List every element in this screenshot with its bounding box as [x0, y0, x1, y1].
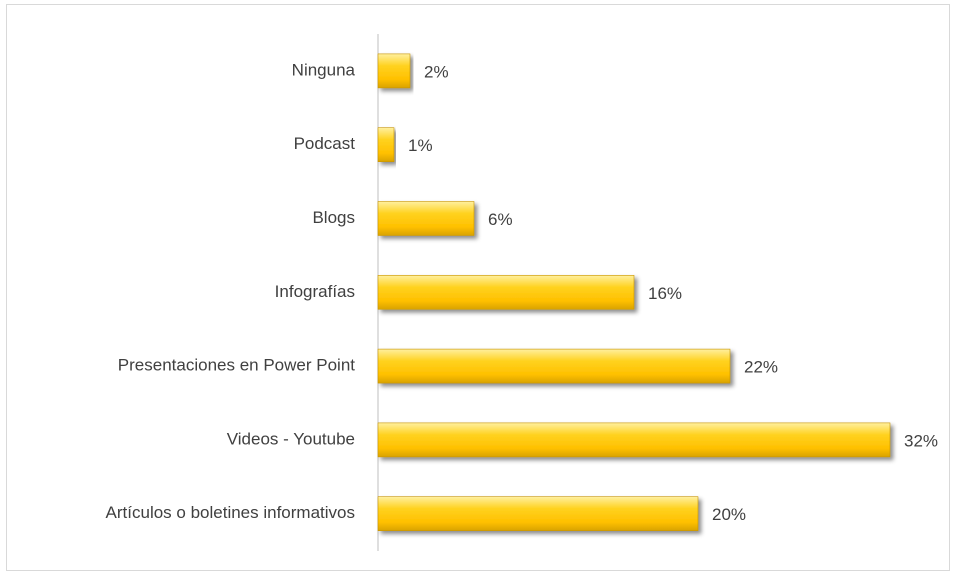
category-label: Presentaciones en Power Point	[118, 356, 355, 375]
data-label: 20%	[712, 505, 746, 524]
data-label: 2%	[424, 62, 449, 81]
data-label: 16%	[648, 284, 682, 303]
data-label: 6%	[488, 210, 513, 229]
category-label: Blogs	[312, 208, 355, 227]
bar	[377, 274, 635, 310]
data-label: 22%	[744, 358, 778, 377]
category-label: Artículos o boletines informativos	[106, 503, 355, 522]
category-label: Videos - Youtube	[227, 429, 355, 448]
bar	[377, 201, 475, 236]
bar	[377, 348, 731, 384]
category-label: Infografías	[275, 282, 355, 301]
data-label: 1%	[408, 136, 433, 155]
data-label: 32%	[904, 431, 938, 450]
bar	[377, 422, 891, 458]
bar	[377, 53, 411, 89]
bar	[377, 496, 699, 532]
bar	[377, 127, 395, 162]
category-label: Podcast	[294, 134, 356, 153]
category-label: Ninguna	[292, 60, 356, 79]
